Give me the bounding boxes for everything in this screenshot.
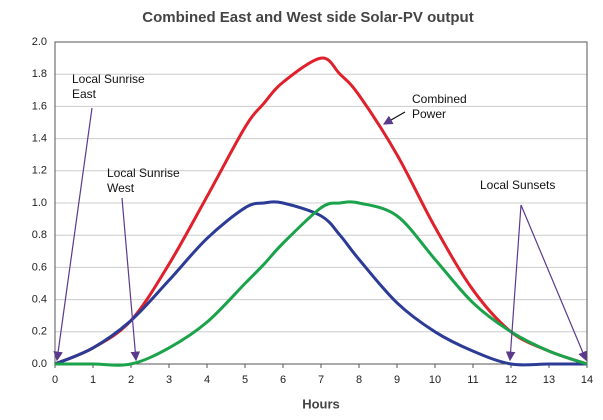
x-tick-label: 11 [467, 374, 478, 386]
y-tick-label: 0.8 [32, 229, 47, 241]
y-tick-label: 1.8 [32, 68, 47, 80]
x-tick-label: 13 [543, 374, 555, 386]
x-tick-label: 8 [356, 374, 362, 386]
annotations: Local Sunrise East Local Sunrise West Co… [53, 72, 588, 362]
x-tick-label: 0 [52, 374, 58, 386]
annotation: Combined [412, 92, 467, 106]
series-line [55, 200, 588, 367]
arrow [382, 111, 406, 125]
x-tick-label: 9 [394, 374, 400, 386]
chart-title: Combined East and West side Solar-PV out… [142, 9, 473, 26]
x-tick-label: 2 [128, 374, 134, 386]
x-tick-label: 4 [204, 374, 210, 386]
y-tick-label: 1.4 [32, 133, 47, 145]
annotation: Local Sunrise [107, 166, 180, 180]
x-tick-label: 10 [429, 374, 441, 386]
y-tick-label: 0.6 [32, 261, 47, 273]
annotation: East [72, 87, 97, 101]
y-tick-label: 1.0 [32, 197, 47, 209]
y-tick-label: 1.6 [32, 100, 47, 112]
x-tick-label: 12 [505, 374, 517, 386]
arrow [520, 204, 588, 362]
series-line [54, 56, 588, 366]
x-tick-label: 5 [242, 374, 248, 386]
arrow [505, 204, 522, 362]
x-axis-label: Hours [302, 396, 340, 411]
plot-border [54, 41, 588, 365]
x-tick-label: 14 [581, 374, 593, 386]
annotation: Local Sunsets [480, 178, 555, 192]
y-tick-label: 0.2 [32, 326, 47, 338]
y-tick-label: 1.2 [32, 165, 47, 177]
x-tick-label: 1 [90, 374, 96, 386]
x-tick-label: 3 [166, 374, 172, 386]
plot-area: 0.00.20.40.60.81.01.21.41.61.82.00 1 2 3 4 5 6… [32, 36, 593, 386]
x-tick-label: 7 [318, 374, 324, 386]
arrow [121, 197, 141, 362]
x-tick-label: 6 [280, 374, 286, 386]
annotation: Power [412, 107, 446, 121]
annotation: West [107, 181, 135, 195]
y-tick-label: 0.4 [32, 294, 47, 306]
arrow [53, 107, 93, 362]
series-line [54, 200, 588, 367]
annotation: Local Sunrise [72, 72, 145, 86]
y-tick-label: 2.0 [32, 36, 47, 48]
y-tick-label: 0.0 [32, 358, 47, 370]
